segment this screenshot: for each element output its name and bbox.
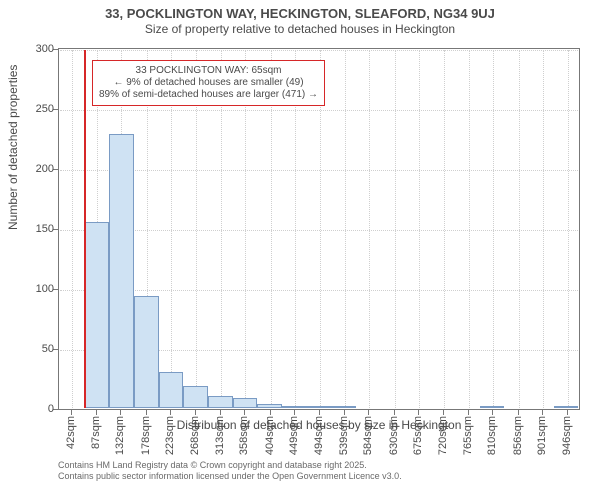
xtick-mark	[96, 410, 97, 415]
xtick-mark	[567, 410, 568, 415]
ytick-label: 150	[14, 223, 54, 235]
gridline-v	[568, 50, 569, 408]
gridline-h	[60, 170, 578, 171]
xtick-mark	[368, 410, 369, 415]
xtick-mark	[146, 410, 147, 415]
chart-footer: Contains HM Land Registry data © Crown c…	[58, 460, 580, 482]
footer-line-1: Contains HM Land Registry data © Crown c…	[58, 460, 580, 471]
ytick-label: 250	[14, 103, 54, 115]
gridline-v	[543, 50, 544, 408]
gridline-v	[395, 50, 396, 408]
xtick-mark	[344, 410, 345, 415]
histogram-bar	[134, 296, 159, 408]
histogram-bar	[233, 398, 258, 408]
xtick-mark	[270, 410, 271, 415]
ytick-label: 200	[14, 163, 54, 175]
xtick-mark	[468, 410, 469, 415]
marker-line	[84, 50, 86, 408]
xtick-mark	[443, 410, 444, 415]
histogram-bar	[208, 396, 233, 408]
xtick-mark	[294, 410, 295, 415]
chart-container: 33, POCKLINGTON WAY, HECKINGTON, SLEAFOR…	[0, 0, 600, 500]
chart-subtitle: Size of property relative to detached ho…	[0, 22, 600, 36]
gridline-h	[60, 290, 578, 291]
ytick-label: 50	[14, 343, 54, 355]
xtick-mark	[394, 410, 395, 415]
gridline-v	[444, 50, 445, 408]
footer-line-2: Contains public sector information licen…	[58, 471, 580, 482]
gridline-v	[493, 50, 494, 408]
plot-inner: 33 POCKLINGTON WAY: 65sqm← 9% of detache…	[60, 50, 578, 408]
gridline-v	[369, 50, 370, 408]
annotation-box: 33 POCKLINGTON WAY: 65sqm← 9% of detache…	[92, 60, 325, 106]
annotation-line: 33 POCKLINGTON WAY: 65sqm	[99, 65, 318, 77]
gridline-v	[519, 50, 520, 408]
histogram-bar	[183, 386, 208, 408]
histogram-bar	[282, 406, 307, 408]
xtick-mark	[170, 410, 171, 415]
xtick-mark	[418, 410, 419, 415]
gridline-v	[345, 50, 346, 408]
gridline-v	[419, 50, 420, 408]
gridline-v	[469, 50, 470, 408]
xtick-mark	[492, 410, 493, 415]
histogram-bar	[332, 406, 357, 408]
x-axis-label: Distribution of detached houses by size …	[58, 418, 580, 432]
plot-wrapper: 33 POCKLINGTON WAY: 65sqm← 9% of detache…	[58, 48, 580, 410]
xtick-mark	[542, 410, 543, 415]
histogram-bar	[554, 406, 578, 408]
ytick-label: 100	[14, 283, 54, 295]
histogram-bar	[307, 406, 332, 408]
gridline-h	[60, 50, 578, 51]
y-axis-label: Number of detached properties	[6, 65, 20, 230]
histogram-bar	[159, 372, 184, 408]
xtick-mark	[71, 410, 72, 415]
chart-title: 33, POCKLINGTON WAY, HECKINGTON, SLEAFOR…	[0, 0, 600, 22]
plot-area: 33 POCKLINGTON WAY: 65sqm← 9% of detache…	[58, 48, 580, 410]
xtick-mark	[195, 410, 196, 415]
xtick-mark	[120, 410, 121, 415]
gridline-v	[72, 50, 73, 408]
annotation-line: 89% of semi-detached houses are larger (…	[99, 89, 318, 101]
gridline-h	[60, 110, 578, 111]
histogram-bar	[85, 222, 110, 408]
ytick-label: 300	[14, 43, 54, 55]
histogram-bar	[480, 406, 505, 408]
histogram-bar	[257, 404, 282, 408]
histogram-bar	[109, 134, 134, 408]
xtick-mark	[220, 410, 221, 415]
xtick-mark	[244, 410, 245, 415]
annotation-line: ← 9% of detached houses are smaller (49)	[99, 77, 318, 89]
ytick-label: 0	[14, 403, 54, 415]
xtick-mark	[518, 410, 519, 415]
gridline-h	[60, 230, 578, 231]
xtick-mark	[319, 410, 320, 415]
